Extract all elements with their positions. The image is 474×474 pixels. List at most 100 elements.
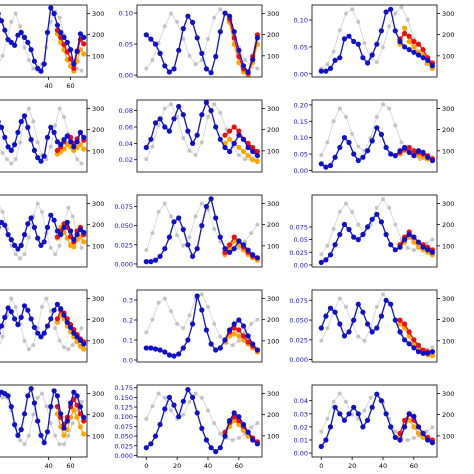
point-blue [254, 255, 260, 261]
point-blue [176, 215, 182, 221]
point-grey [193, 391, 198, 396]
point-grey [5, 157, 9, 162]
plot-frame [311, 4, 438, 78]
point-grey [393, 123, 398, 128]
point-blue [245, 144, 251, 151]
point-blue [143, 259, 149, 265]
point-grey [57, 338, 62, 343]
subplot-r2-c1: 0.000 0.025 0.050 0.075 100 200 300 [114, 194, 279, 268]
point-grey [53, 326, 58, 331]
point-blue [194, 35, 200, 41]
y-tick-label: 0.0 [123, 357, 133, 365]
point-blue [35, 418, 41, 424]
subplot-data [143, 7, 260, 77]
point-blue [365, 417, 371, 423]
subplot-r1-c0: 100 200 300 [0, 99, 104, 173]
point-blue [397, 329, 403, 335]
point-grey [40, 391, 44, 396]
point-blue [0, 331, 1, 336]
point-blue [35, 330, 41, 336]
point-blue [327, 305, 334, 311]
point-blue [351, 234, 357, 240]
x-tick-label: 60 [410, 462, 418, 470]
point-blue [58, 232, 64, 238]
point-orange [411, 44, 417, 50]
y2-tick-label: 200 [92, 221, 104, 229]
point-blue [231, 410, 237, 416]
point-blue [48, 124, 54, 130]
point-blue [199, 223, 205, 229]
point-blue [374, 325, 380, 331]
y2-tick-label: 200 [442, 316, 454, 324]
point-grey [26, 347, 31, 352]
point-grey [0, 53, 5, 58]
point-blue [15, 322, 21, 328]
point-blue [337, 231, 343, 238]
point-red [245, 339, 251, 345]
point-blue [15, 129, 21, 135]
point-blue [157, 347, 163, 353]
point-blue [54, 228, 61, 234]
point-grey [344, 399, 348, 404]
point-blue [143, 445, 149, 451]
y-tick-label: 0.00 [294, 70, 308, 78]
x-tick-label: 20 [173, 462, 181, 470]
point-orange [236, 333, 242, 339]
subplot-r0-c0: 100 200 300 40 60 [0, 4, 104, 90]
point-blue [254, 153, 260, 159]
point-blue [355, 301, 361, 307]
point-blue [74, 334, 80, 340]
point-blue [378, 313, 384, 319]
point-blue [143, 345, 149, 351]
point-blue [355, 41, 361, 47]
point-blue [0, 393, 1, 398]
point-blue [64, 39, 70, 46]
subplot-data [143, 100, 260, 164]
point-blue [360, 154, 366, 160]
point-orange [254, 158, 260, 164]
point-grey [40, 209, 44, 214]
point-grey [243, 157, 247, 162]
point-blue [31, 324, 37, 330]
point-grey [362, 408, 367, 413]
point-blue [355, 157, 361, 164]
point-red [406, 144, 412, 151]
point-grey [26, 433, 31, 438]
point-blue [64, 133, 70, 139]
point-grey [319, 429, 324, 434]
y2-tick-label: 200 [267, 411, 279, 419]
point-grey [13, 252, 18, 257]
point-blue [157, 253, 163, 259]
point-blue [0, 18, 5, 24]
point-orange [71, 407, 77, 413]
plot-frame [0, 194, 88, 268]
point-blue [199, 112, 205, 118]
point-blue [48, 404, 54, 410]
point-blue [208, 70, 214, 76]
point-grey [399, 5, 404, 10]
point-red [415, 342, 422, 348]
point-blue [392, 247, 398, 253]
subplot-data [318, 391, 435, 450]
y2-tick-label: 300 [442, 295, 454, 303]
y2-tick-label: 100 [92, 337, 104, 345]
point-blue [194, 410, 200, 416]
point-blue [318, 325, 324, 331]
point-blue [392, 434, 398, 440]
y2-tick-label: 100 [442, 147, 454, 155]
point-blue [31, 400, 37, 406]
point-grey [356, 144, 361, 149]
point-blue [61, 224, 67, 230]
plot-frame [0, 99, 88, 173]
point-blue [12, 142, 18, 148]
point-blue [240, 421, 247, 428]
point-blue [360, 231, 366, 238]
point-grey [31, 412, 36, 417]
point-blue [323, 437, 329, 443]
point-blue [68, 324, 74, 330]
point-grey [325, 140, 330, 145]
point-blue [383, 9, 389, 15]
y-tick-label: 0.025 [114, 442, 133, 450]
point-grey [162, 296, 167, 301]
point-grey [66, 205, 71, 210]
